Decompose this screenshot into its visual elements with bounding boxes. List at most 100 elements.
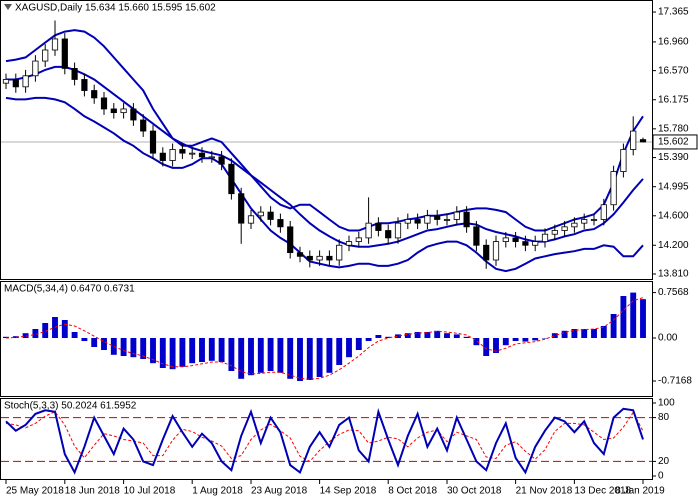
y-tick-label: 14.995 xyxy=(658,181,689,192)
macd-bar xyxy=(561,330,568,338)
candle-body xyxy=(512,237,519,242)
macd-bar xyxy=(150,338,156,364)
candle-body xyxy=(414,219,421,224)
candle-body xyxy=(179,149,186,154)
macd-bar xyxy=(179,338,186,367)
bollinger-upper xyxy=(5,29,644,232)
macd-bar xyxy=(248,338,254,376)
macd-title: MACD(5,34,4) 0.6470 0.6731 xyxy=(4,284,135,295)
x-tick-label: 30 Oct 2018 xyxy=(447,486,502,497)
candle-body xyxy=(630,130,637,150)
macd-bar xyxy=(12,336,19,338)
macd-bar xyxy=(640,299,646,338)
candle-body xyxy=(159,152,166,161)
candle-body xyxy=(71,68,78,80)
candle-body xyxy=(443,219,451,221)
x-tick-label: 8 Jan 2019 xyxy=(615,486,665,497)
macd-bar xyxy=(199,338,205,362)
y-tick-label: 16.960 xyxy=(658,37,689,48)
macd-bar xyxy=(591,329,597,338)
y-tick-label: 20 xyxy=(658,456,670,467)
macd-bar xyxy=(61,320,68,338)
candle-body xyxy=(51,38,59,51)
candle-body xyxy=(502,237,509,242)
candle-body xyxy=(257,211,264,217)
y-tick-label: 15.390 xyxy=(658,152,689,163)
macd-bar xyxy=(42,323,49,338)
macd-bar xyxy=(3,336,9,338)
y-tick-label: 16.570 xyxy=(658,65,689,76)
macd-bar xyxy=(365,338,372,341)
x-tick-label: 18 Jun 2018 xyxy=(65,486,120,497)
candle-body xyxy=(277,219,284,228)
y-tick-label: 17.365 xyxy=(658,7,689,18)
macd-bar xyxy=(140,338,147,359)
macd-panel xyxy=(0,281,653,397)
candle-body xyxy=(463,211,470,228)
x-tick-label: 8 Oct 2018 xyxy=(388,486,437,497)
macd-bar xyxy=(101,338,107,350)
macd-bar xyxy=(208,338,215,361)
macd-bar xyxy=(355,338,362,350)
candle-body xyxy=(100,97,108,110)
y-tick-label: 0.00 xyxy=(658,333,678,344)
macd-bar xyxy=(218,338,225,362)
stoch-main xyxy=(5,407,644,475)
candle-body xyxy=(12,79,19,88)
candle-body xyxy=(571,222,578,228)
candle-body xyxy=(365,222,372,239)
candle-body xyxy=(541,233,549,242)
macd-bar xyxy=(473,338,480,346)
candle-body xyxy=(532,241,539,246)
candle-body xyxy=(287,226,294,254)
candle-body xyxy=(355,237,362,242)
price-label: 15.602 xyxy=(658,137,689,148)
macd-bar xyxy=(336,338,343,365)
candle-body xyxy=(238,193,245,224)
macd-bar xyxy=(81,338,88,341)
candle-body xyxy=(32,60,39,77)
macd-bar xyxy=(532,338,539,341)
macd-bar xyxy=(493,338,499,353)
candle-body xyxy=(306,255,313,261)
candle-body xyxy=(590,219,598,221)
macd-bar xyxy=(297,338,303,382)
x-tick-label: 10 Jul 2018 xyxy=(124,486,176,497)
candle-body xyxy=(130,108,137,121)
price-title: XAGUSD,Daily 15.634 15.660 15.595 15.602 xyxy=(15,3,216,14)
macd-bar xyxy=(610,314,617,338)
macd-bar xyxy=(551,333,558,338)
candle-body xyxy=(208,156,215,159)
macd-bar xyxy=(502,338,509,346)
macd-bar xyxy=(630,292,637,338)
candle-body xyxy=(149,130,157,154)
bollinger-lower xyxy=(5,96,644,273)
macd-bar xyxy=(600,326,607,338)
macd-bar xyxy=(512,338,519,341)
macd-bar xyxy=(257,338,264,373)
macd-bar xyxy=(32,329,39,338)
macd-bar xyxy=(434,330,441,338)
macd-bar xyxy=(620,296,627,338)
macd-bar xyxy=(306,338,313,380)
candle-body xyxy=(2,79,10,84)
stoch-panel xyxy=(0,398,653,480)
candle-body xyxy=(424,215,431,224)
macd-bar xyxy=(326,338,333,373)
macd-bar xyxy=(91,338,98,347)
macd-bar xyxy=(581,329,588,338)
candle-body xyxy=(522,241,529,246)
candle-body xyxy=(120,108,127,114)
candle-body xyxy=(345,241,353,246)
candle-body xyxy=(375,222,382,231)
macd-bar xyxy=(414,332,421,338)
candle-body xyxy=(483,244,490,261)
macd-bar xyxy=(228,338,235,371)
candle-body xyxy=(492,241,500,261)
candle-body xyxy=(22,75,29,88)
macd-bar xyxy=(277,338,284,373)
y-tick-label: 15.780 xyxy=(658,123,689,134)
symbol-icon xyxy=(4,4,12,10)
candle-body xyxy=(247,215,255,224)
